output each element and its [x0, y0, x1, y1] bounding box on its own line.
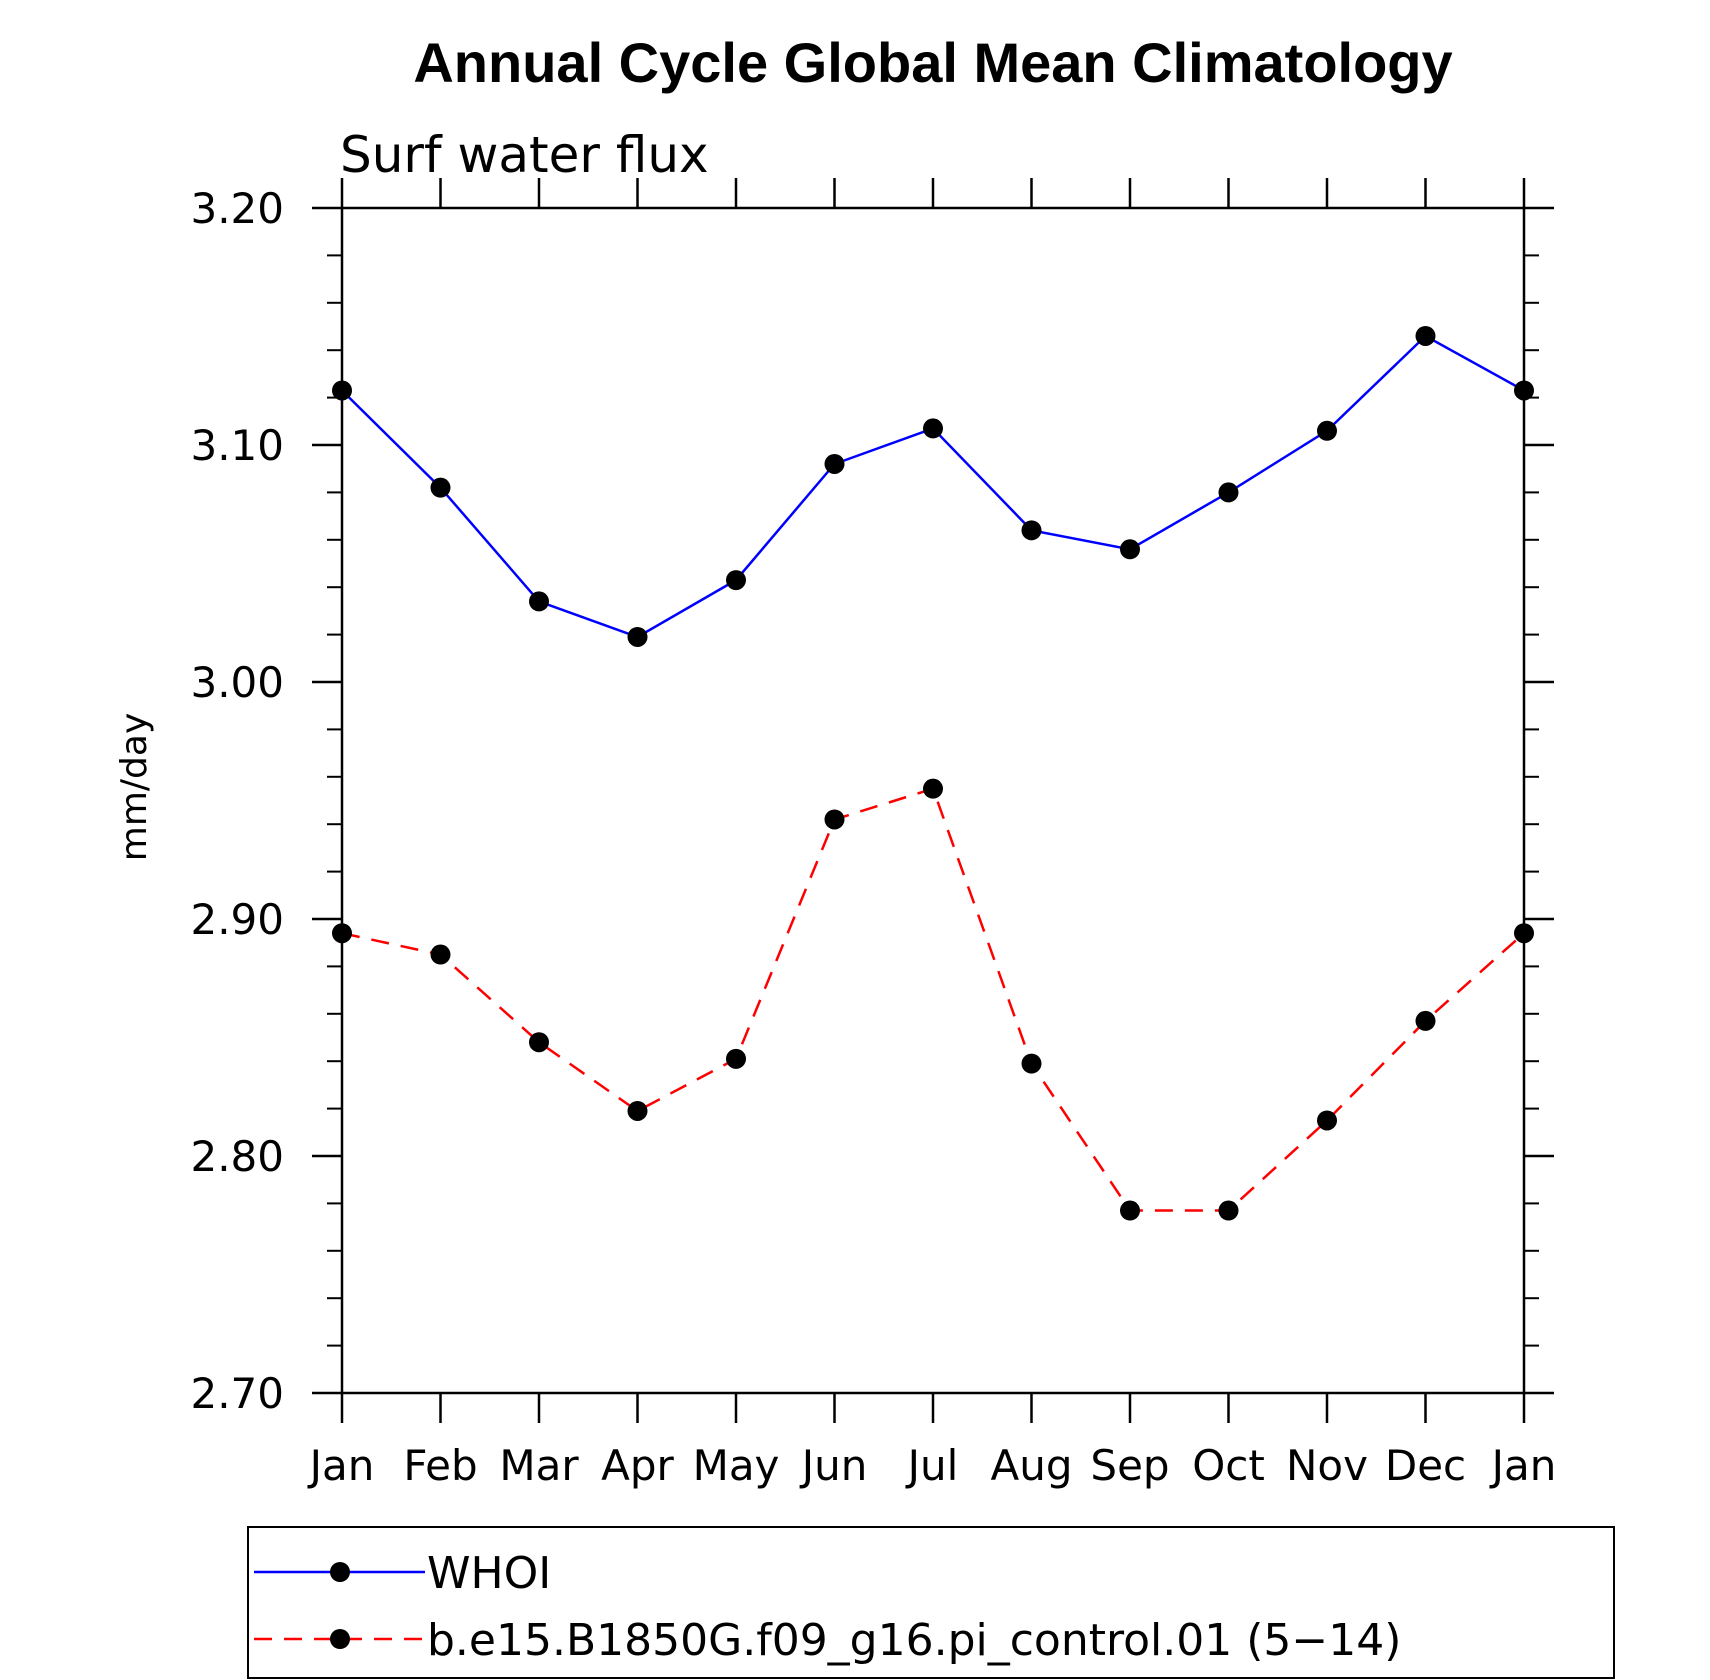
series-0-point	[1021, 520, 1042, 541]
series-1-point	[332, 923, 352, 944]
x-tick-label: Aug	[990, 1441, 1072, 1490]
series-1-point	[430, 944, 451, 965]
y-tick-label: 3.10	[190, 421, 284, 470]
legend-marker-model	[330, 1629, 350, 1649]
series-0-point	[923, 418, 943, 439]
legend-box	[247, 1526, 1615, 1679]
series-0-point	[1317, 420, 1337, 441]
series-0-point	[627, 626, 648, 647]
y-tick-label: 2.80	[190, 1132, 284, 1181]
legend-label-whoi: WHOI	[427, 1548, 551, 1599]
x-tick-label: Jan	[307, 1441, 375, 1490]
series-1-point	[1218, 1200, 1239, 1221]
legend-marker-whoi	[330, 1562, 350, 1582]
series-layer	[332, 325, 1534, 1221]
x-tick-label: Dec	[1385, 1441, 1466, 1490]
y-tick-label: 2.70	[190, 1369, 284, 1418]
series-1-point	[627, 1100, 648, 1121]
series-0-point	[1218, 482, 1239, 503]
series-1-point	[1317, 1110, 1337, 1131]
series-1-point	[529, 1032, 549, 1053]
series-1-point	[1021, 1053, 1042, 1074]
legend: WHOI b.e15.B1850G.f09_g16.pi_control.01 …	[247, 1526, 1615, 1679]
series-0-point	[1514, 380, 1534, 401]
legend-item-model: b.e15.B1850G.f09_g16.pi_control.01 (5−14…	[254, 1615, 1401, 1666]
x-tick-label: Mar	[499, 1441, 579, 1490]
series-0-point	[430, 477, 451, 498]
x-tick-label: Oct	[1192, 1441, 1265, 1490]
x-tick-label: Jul	[905, 1441, 959, 1490]
x-tick-label: Apr	[601, 1441, 674, 1490]
chart-subtitle: Surf water flux	[340, 126, 709, 184]
series-1-point	[824, 809, 845, 830]
series-1-point	[1120, 1200, 1140, 1221]
y-tick-label: 3.20	[190, 184, 284, 233]
series-1-point	[1415, 1010, 1436, 1031]
series-0-point	[726, 570, 746, 591]
chart-title: Annual Cycle Global Mean Climatology	[413, 31, 1452, 94]
series-line-0	[341, 334, 1525, 639]
plot-frame	[340, 206, 1526, 1395]
x-tick-label: Feb	[403, 1441, 477, 1490]
legend-label-model: b.e15.B1850G.f09_g16.pi_control.01 (5−14…	[427, 1615, 1401, 1666]
series-0-point	[332, 380, 352, 401]
series-1-point	[923, 778, 943, 799]
y-tick-label: 2.90	[190, 895, 284, 944]
series-line-1	[341, 787, 1525, 1212]
series-1-point	[1514, 923, 1534, 944]
x-tick-label: Nov	[1286, 1441, 1368, 1490]
series-0-point	[1415, 325, 1436, 346]
series-0-point	[529, 591, 549, 612]
x-tick-label: May	[693, 1441, 780, 1490]
legend-item-whoi: WHOI	[254, 1548, 551, 1599]
x-tick-label: Jun	[799, 1441, 868, 1490]
series-1-point	[726, 1048, 746, 1069]
series-0-point	[824, 453, 845, 474]
series-0-point	[1120, 539, 1140, 560]
y-tick-label: 3.00	[190, 658, 284, 707]
x-tick-label: Jan	[1489, 1441, 1557, 1490]
y-axis-label: mm/day	[114, 713, 155, 861]
x-tick-label: Sep	[1090, 1441, 1169, 1490]
axes: 2.70 2.80 2.90 3.00 3.10 3.20 Jan Feb Mar Apr May J…	[190, 178, 1556, 1490]
